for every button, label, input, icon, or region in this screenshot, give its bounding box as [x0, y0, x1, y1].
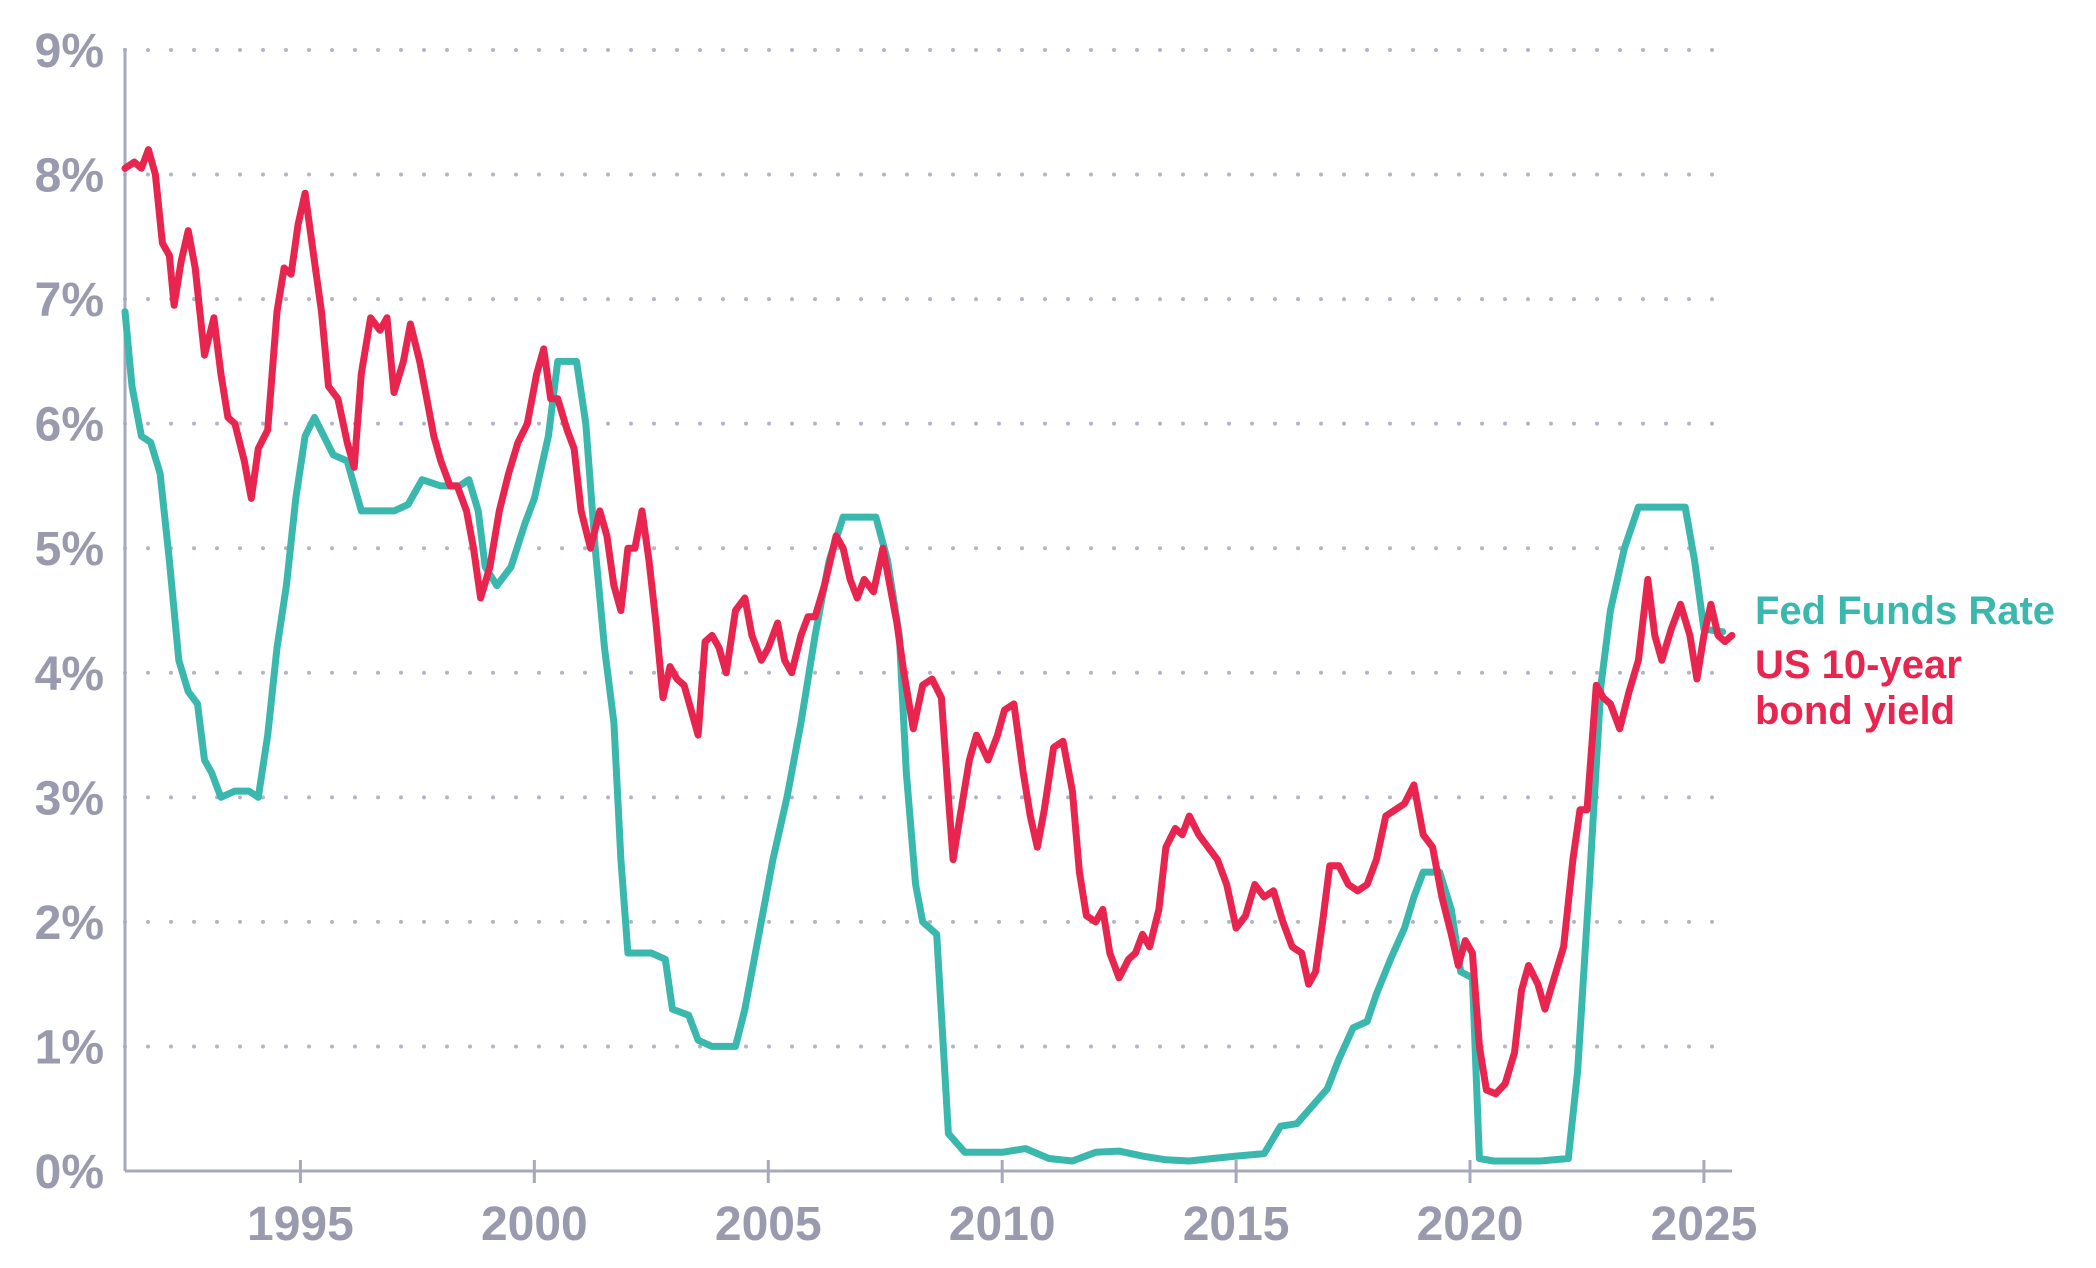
x-tick-label: 1995 — [247, 1198, 354, 1251]
y-tick-label: 8% — [35, 150, 104, 203]
y-tick-label: 4% — [35, 648, 104, 701]
x-tick-label: 2020 — [1417, 1198, 1524, 1251]
y-axis: 0% 1% 2% 3% 4% 5% 6% 7% 8% 9% — [35, 25, 127, 1199]
y-tick-label: 9% — [35, 25, 104, 78]
legend: Fed Funds Rate US 10-year bond yield — [1755, 589, 2055, 733]
legend-bond-yield-line1: US 10-year — [1755, 643, 1962, 687]
x-tick-label: 2015 — [1183, 1198, 1290, 1251]
x-tick-label: 2005 — [715, 1198, 822, 1251]
y-tick-label: 6% — [35, 399, 104, 452]
x-tick-label: 2000 — [481, 1198, 588, 1251]
series-line-fed-funds-rate — [121, 308, 1727, 1165]
y-tick-label: 7% — [35, 274, 104, 327]
series-layer — [121, 146, 1736, 1165]
x-tick-label: 2025 — [1651, 1198, 1758, 1251]
y-tick-label: 2% — [35, 897, 104, 950]
legend-bond-yield-line2: bond yield — [1755, 689, 1955, 733]
x-tick-label: 2010 — [949, 1198, 1056, 1251]
series-line-bond-yield — [121, 146, 1736, 1098]
y-tick-label: 3% — [35, 772, 104, 825]
grid-lines — [123, 48, 1722, 1049]
y-tick-label: 0% — [35, 1146, 104, 1199]
y-tick-label: 5% — [35, 523, 104, 576]
x-axis: 1995 2000 2005 2010 2015 2020 2025 — [125, 1160, 1757, 1251]
legend-fed-funds-rate: Fed Funds Rate — [1755, 589, 2055, 633]
y-tick-label: 1% — [35, 1021, 104, 1074]
